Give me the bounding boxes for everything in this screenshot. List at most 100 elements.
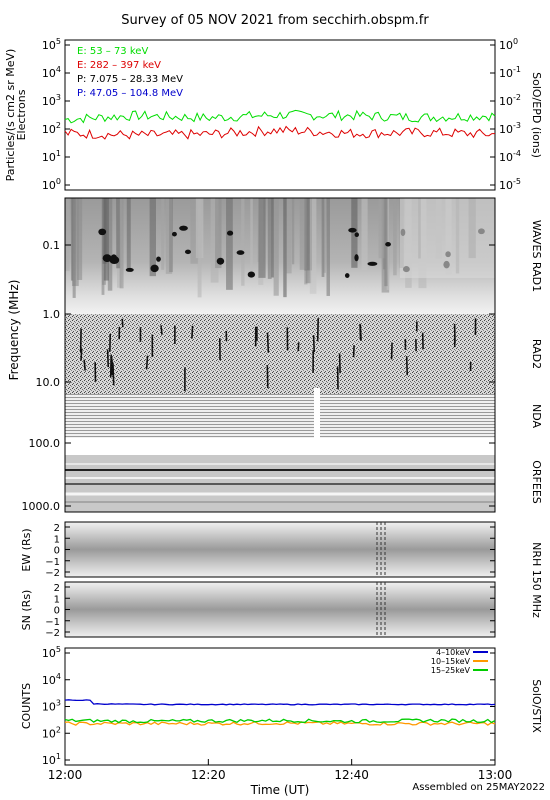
rad1-band — [267, 198, 272, 279]
rad1-band — [286, 198, 292, 274]
rad1-bands — [65, 198, 495, 298]
rad2-burst — [121, 318, 124, 328]
spectrum-tick-label: 1.0 — [43, 308, 61, 321]
rad2-burst — [160, 325, 163, 335]
nrh-panel: EW (Rs) SN (Rs) NRH 150 MHz 210−1−2210−1… — [20, 521, 543, 639]
stix-tick-group: 105 104 103 102 101 — [42, 645, 495, 767]
rad1-band — [241, 198, 245, 286]
rad2-burst — [390, 342, 393, 360]
spectrum-instrument-labels: WAVES RAD1 RAD2 NDA ORFEES — [530, 220, 543, 504]
rad2-burst — [106, 349, 110, 368]
stix-tick-label: 105 — [42, 645, 61, 660]
spectrum-panel: Frequency (MHz) 0.1 1.0 10.0 100.0 1000.0 WA… — [7, 197, 543, 513]
nrh-tick-label: 0 — [54, 546, 60, 557]
rad1-blob — [226, 230, 234, 236]
rad2-burst — [352, 345, 355, 358]
instrument-label: WAVES RAD1 — [530, 220, 543, 292]
x-tick-label: 13:00 — [478, 768, 513, 782]
epd-panel: Particles/(s cm2 sr MeV) Electrons SolO/… — [4, 37, 543, 192]
spectrum-tick-label: 0.1 — [43, 239, 61, 252]
rad1-blob — [109, 256, 120, 264]
footer-text: Assembled on 25MAY2022 — [412, 782, 545, 793]
epd-right-tick-label: 100 — [499, 37, 518, 52]
rad2-burst — [145, 355, 149, 370]
epd-right-label: SolO/EPD (ions) — [530, 72, 543, 158]
rad2-burst — [111, 361, 114, 376]
nrh-tick-label: −2 — [45, 628, 60, 639]
epd-legend-entry: E: 282 – 397 keV — [77, 60, 161, 71]
spectrum-tick-label: 10.0 — [36, 376, 61, 389]
rad1-blob — [354, 232, 359, 238]
rad1-band — [361, 198, 368, 271]
stix-legend-label: 15–25keV — [431, 666, 471, 675]
rad2-burst — [312, 334, 316, 353]
rad1-blob — [150, 264, 159, 273]
nrh-sn-label: SN (Rs) — [20, 590, 33, 631]
rad1-blob — [348, 227, 357, 233]
rad1-band — [393, 198, 397, 276]
rad1-band — [351, 198, 358, 268]
figure-title: Survey of 05 NOV 2021 from secchirh.obsp… — [121, 13, 429, 28]
epd-lines — [64, 109, 496, 140]
rad1-band — [271, 198, 274, 278]
rad1-band — [65, 198, 70, 271]
rad2-burst — [112, 364, 115, 386]
epd-left-tick-label: 105 — [42, 37, 61, 52]
nrh-tick-label: −1 — [45, 617, 60, 628]
epd-left-tick-label: 104 — [42, 65, 61, 80]
epd-series-line — [64, 109, 496, 124]
epd-right-tick-label: 10-4 — [499, 149, 521, 164]
rad1-blob — [98, 228, 107, 236]
stix-lines — [64, 699, 496, 726]
rad2-region — [65, 314, 495, 394]
rad1-band — [258, 198, 266, 278]
rad1-band — [250, 198, 253, 272]
epd-right-tick-label: 10-1 — [499, 65, 521, 80]
nrh-tick-label: 1 — [54, 534, 60, 545]
spectrum-tick-label: 100.0 — [29, 437, 61, 450]
nrh-tick-label: 2 — [54, 523, 60, 534]
epd-right-tick-label: 10-5 — [499, 177, 521, 192]
spectrum-frame — [64, 197, 496, 513]
stix-ylabel: COUNTS — [20, 683, 33, 729]
stix-tick-label: 101 — [42, 752, 61, 767]
rad1-band — [210, 198, 219, 283]
rad1-blob — [216, 257, 225, 265]
rad1-band — [226, 198, 233, 290]
rad1-blob — [247, 271, 256, 278]
instrument-label: NDA — [530, 404, 543, 429]
rad1-band — [323, 198, 326, 273]
rad1-band — [384, 198, 388, 287]
rad1-band — [400, 198, 495, 278]
rad2-burst — [405, 356, 409, 376]
rad1-blob — [385, 242, 391, 247]
rad1-band — [161, 198, 165, 270]
rad1-band — [326, 198, 330, 296]
rad1-band — [116, 198, 121, 269]
rad1-blob — [354, 254, 359, 262]
rad1-blob — [344, 273, 350, 278]
rad1-blob — [125, 267, 134, 272]
rad1-band — [273, 198, 279, 296]
rad1-band — [103, 198, 109, 281]
rad1-band — [149, 198, 156, 277]
epd-left-label-1: Particles/(s cm2 sr MeV) — [4, 49, 17, 182]
epd-left-tick-label: 102 — [42, 121, 61, 136]
rad1-blob — [184, 249, 192, 255]
spectrum-ylabel: Frequency (MHz) — [7, 280, 21, 381]
nrh-tick-label: −1 — [45, 557, 60, 568]
stix-right-label: SolO/STIX — [530, 679, 543, 733]
nrh-tick-label: 0 — [54, 606, 60, 617]
rad1-blob — [236, 250, 245, 255]
spectrum-tick-group: 0.1 1.0 10.0 100.0 1000.0 — [22, 239, 495, 513]
rad1-band — [165, 198, 173, 274]
rad1-band — [197, 198, 202, 298]
nrh-tick-label: 2 — [54, 583, 60, 594]
epd-right-tick-label: 10-3 — [499, 121, 521, 136]
rad1-band — [126, 198, 131, 272]
rad2-burst — [338, 353, 341, 374]
epd-left-tick-label: 103 — [42, 93, 61, 108]
spectrum-tick-label: 1000.0 — [22, 500, 61, 513]
nrh-tick-label: 1 — [54, 594, 60, 605]
